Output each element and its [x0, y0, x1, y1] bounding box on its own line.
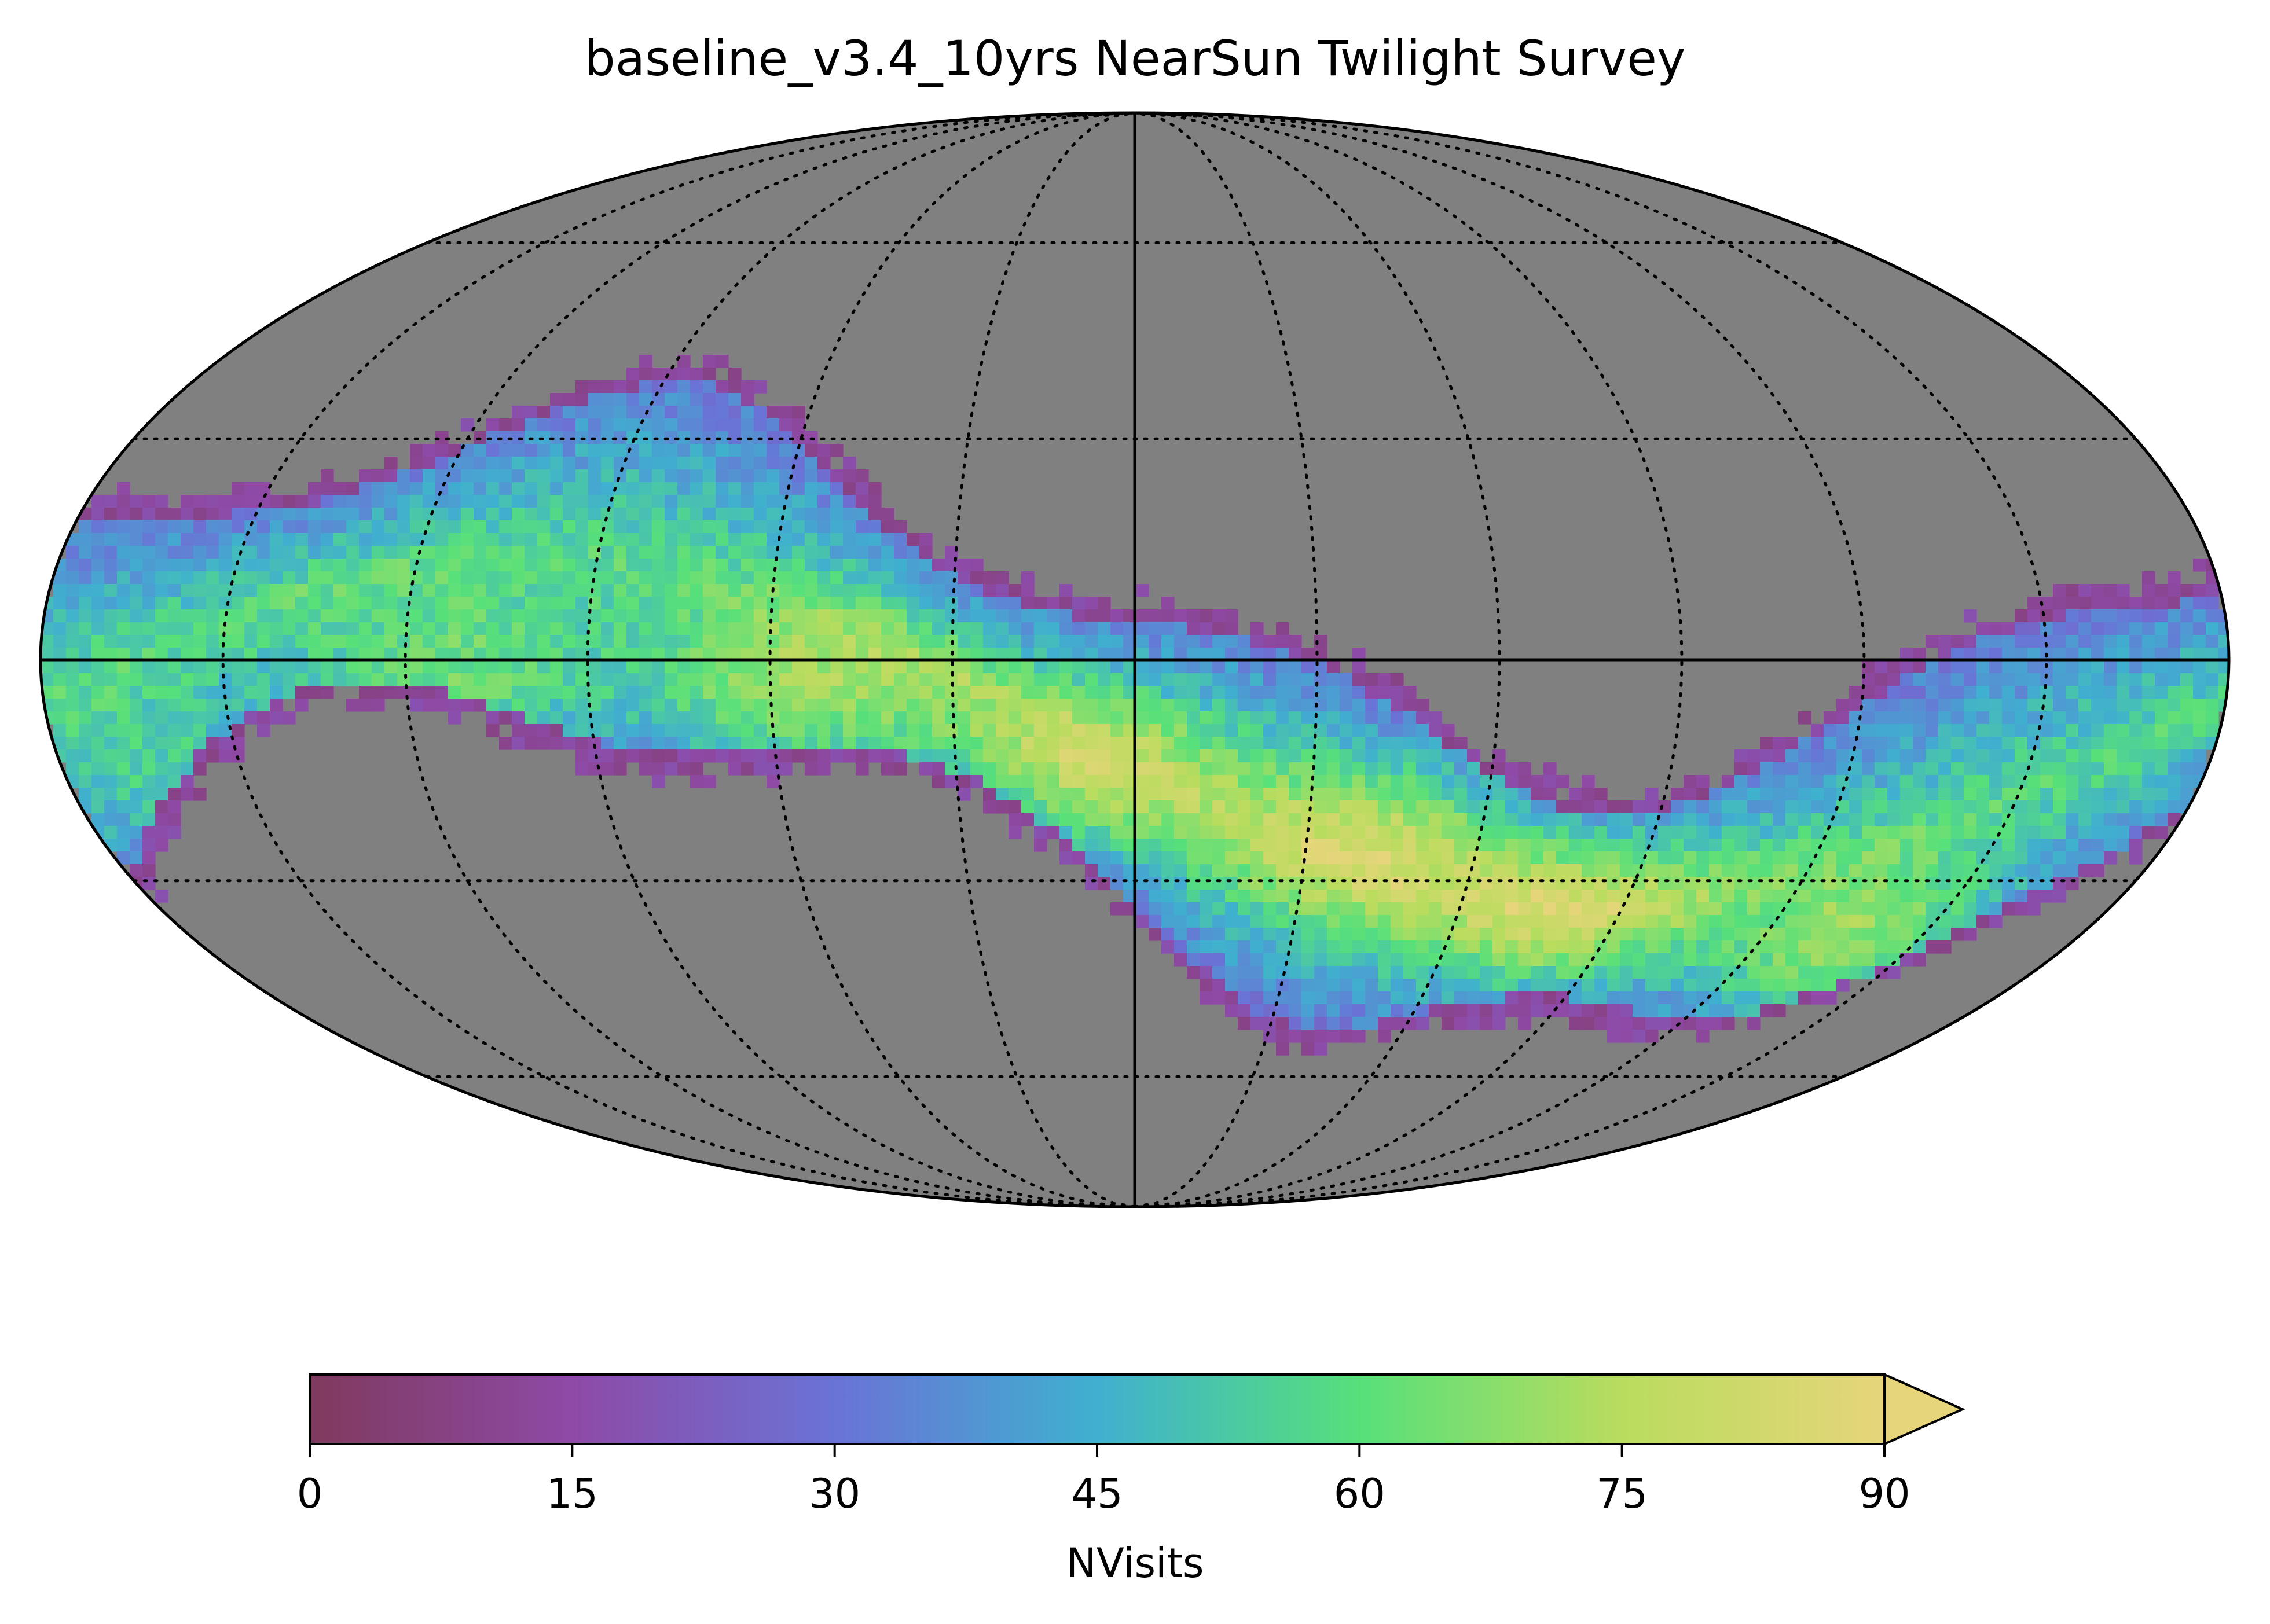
graticule-meridian — [768, 113, 1136, 1207]
colorbar — [309, 1372, 1965, 1457]
graticule-meridian — [586, 113, 1136, 1207]
graticule-meridian — [1133, 113, 1684, 1207]
colorbar-tick-label: 60 — [1333, 1470, 1385, 1518]
colorbar-extend-arrow — [1883, 1372, 1965, 1446]
colorbar-tick-label: 0 — [296, 1470, 323, 1518]
colorbar-label: NVisits — [1066, 1540, 1204, 1587]
colorbar-tick-label: 75 — [1596, 1470, 1648, 1518]
graticule-meridian — [1133, 113, 1319, 1207]
survey-band — [41, 355, 2229, 1056]
map-title: baseline_v3.4_10yrs NearSun Twilight Sur… — [584, 30, 1686, 87]
graticule-meridian — [951, 113, 1136, 1207]
colorbar-tick-label: 90 — [1858, 1470, 1910, 1518]
graticule-meridian — [1133, 113, 1501, 1207]
colorbar-tick-label: 45 — [1071, 1470, 1123, 1518]
colorbar-tick-label: 30 — [809, 1470, 861, 1518]
colorbar-gradient — [310, 1375, 1884, 1444]
colorbar-tick-label: 15 — [546, 1470, 598, 1518]
map-outline — [39, 111, 2231, 1208]
